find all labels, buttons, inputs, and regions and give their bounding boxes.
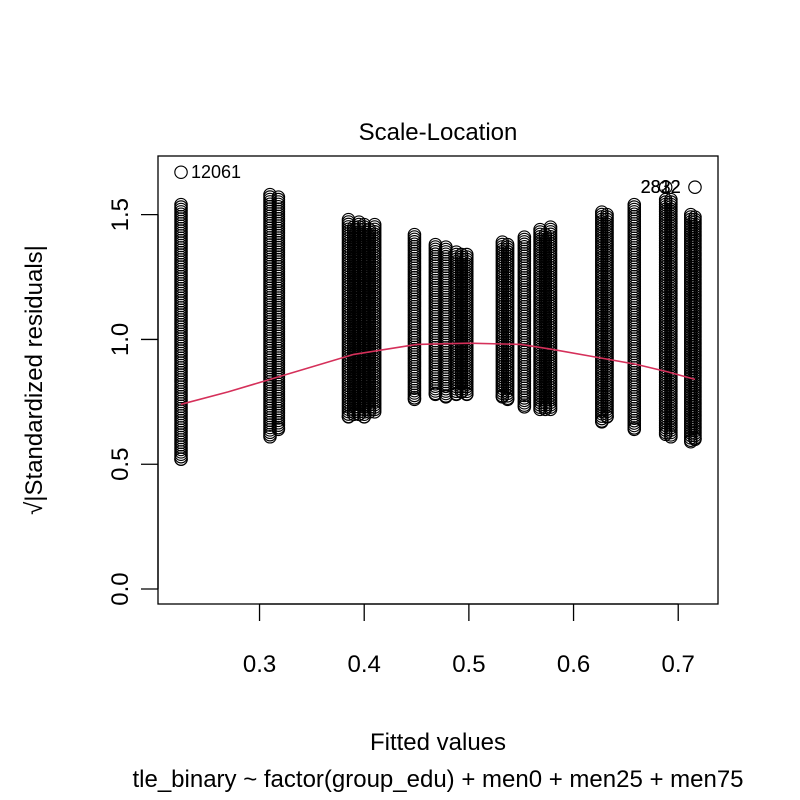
- residual-point: [271, 422, 286, 437]
- fitted-value-column: [517, 230, 532, 414]
- outlier-label: 2812: [641, 177, 681, 197]
- outlier-point: [174, 165, 188, 179]
- residual-point: [439, 390, 453, 404]
- residual-point: [664, 430, 678, 444]
- x-tick-label: 0.6: [557, 651, 590, 678]
- residual-point: [517, 400, 532, 414]
- residual-point: [367, 405, 382, 419]
- svg-text:√|Standardized residuals|: √|Standardized residuals|: [21, 245, 48, 515]
- outlier-label: 2832: [641, 177, 681, 197]
- y-axis-label-text: |Standardized residuals|: [21, 245, 48, 502]
- outlier-label: 2822: [641, 177, 681, 197]
- fitted-value-column: [367, 217, 382, 419]
- x-axis: 0.3 0.4 0.5 0.6 0.7: [243, 603, 695, 678]
- fitted-value-column: [271, 190, 286, 437]
- fitted-value-column: [543, 220, 558, 417]
- residual-point: [688, 432, 702, 447]
- fitted-value-column: [664, 192, 678, 444]
- x-tick-label: 0.3: [243, 651, 276, 678]
- fitted-value-column: [500, 237, 515, 407]
- y-axis-label: √|Standardized residuals|: [21, 245, 48, 515]
- residual-point: [600, 410, 614, 424]
- y-axis: 0.0 0.5 1.0 1.5: [107, 198, 159, 606]
- outlier-point: [658, 180, 673, 194]
- residual-point: [174, 452, 188, 467]
- fitted-value-column: [174, 197, 188, 467]
- residual-point: [627, 422, 642, 437]
- y-tick-label: 1.0: [107, 323, 134, 356]
- y-tick-label: 1.5: [107, 198, 134, 231]
- outlier-label: 12061: [191, 162, 241, 182]
- data-points: [174, 165, 702, 467]
- residual-point: [263, 430, 277, 444]
- residual-point: [407, 392, 422, 407]
- residual-point: [428, 387, 443, 402]
- fitted-value-column: [263, 187, 277, 444]
- residual-point: [460, 387, 474, 402]
- fitted-value-column: [460, 247, 474, 402]
- y-tick-label: 0.5: [107, 448, 134, 481]
- fitted-value-column: [688, 210, 702, 447]
- residual-point: [543, 402, 558, 417]
- chart-title: Scale-Location: [359, 119, 518, 146]
- x-tick-label: 0.4: [348, 651, 381, 678]
- x-axis-label: Fitted values: [370, 729, 506, 756]
- x-tick-label: 0.5: [452, 651, 485, 678]
- x-tick-label: 0.7: [662, 651, 695, 678]
- residual-point: [500, 392, 515, 407]
- smooth-line-layer: [180, 342, 696, 406]
- outlier-point: [688, 180, 702, 194]
- y-axis-label-radical: √: [21, 501, 48, 515]
- chart-subtitle: tle_binary ~ factor(group_edu) + men0 + …: [132, 766, 743, 793]
- y-tick-label: 0.0: [107, 572, 134, 605]
- fitted-value-column: [627, 197, 642, 437]
- fitted-value-column: [407, 227, 422, 407]
- smooth-line: [180, 342, 696, 406]
- fitted-value-column: [600, 207, 614, 424]
